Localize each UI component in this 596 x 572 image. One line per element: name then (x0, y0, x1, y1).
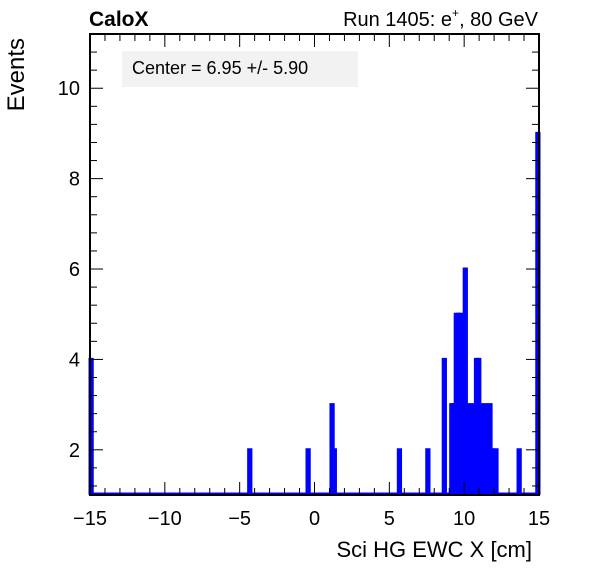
histogram-bar (469, 403, 475, 495)
x-axis-title: Sci HG EWC X [cm] (336, 537, 532, 562)
x-tick-label: −10 (148, 508, 182, 530)
histogram-bar (482, 403, 489, 495)
histogram-bar (489, 448, 495, 495)
histogram-bar (331, 448, 337, 495)
histogram-bar (516, 448, 522, 495)
run-label: Run 1405: e+, 80 GeV (343, 6, 539, 31)
histogram-bar (396, 448, 403, 495)
annotation-box (122, 51, 358, 87)
x-tick-label: 0 (309, 508, 320, 530)
x-tick-label: 15 (528, 508, 550, 530)
axis-ticks: −15 −10 −5 0 5 10 15 2 4 6 8 10 (58, 33, 550, 530)
histogram-bars (88, 131, 541, 496)
y-tick-label: 10 (58, 78, 80, 100)
x-tick-label: 10 (453, 508, 475, 530)
y-tick-label: 4 (69, 349, 80, 371)
x-tick-label: −15 (73, 508, 107, 530)
y-tick-label: 8 (69, 169, 80, 191)
y-tick-label: 2 (69, 440, 80, 462)
x-tick-label: 5 (384, 508, 395, 530)
histogram-bar (441, 357, 447, 495)
histogram-bar (305, 448, 311, 495)
histogram-bar (458, 312, 464, 495)
histogram-bar (247, 448, 253, 495)
center-annotation: Center = 6.95 +/- 5.90 (132, 58, 308, 78)
x-tick-label: −5 (228, 508, 251, 530)
histogram-bar (462, 267, 468, 495)
experiment-label: CaloX (89, 8, 149, 31)
histogram-bar (425, 448, 431, 495)
histogram-bar (493, 448, 499, 495)
y-axis-title: Events (3, 38, 30, 111)
y-tick-label: 6 (69, 259, 80, 281)
